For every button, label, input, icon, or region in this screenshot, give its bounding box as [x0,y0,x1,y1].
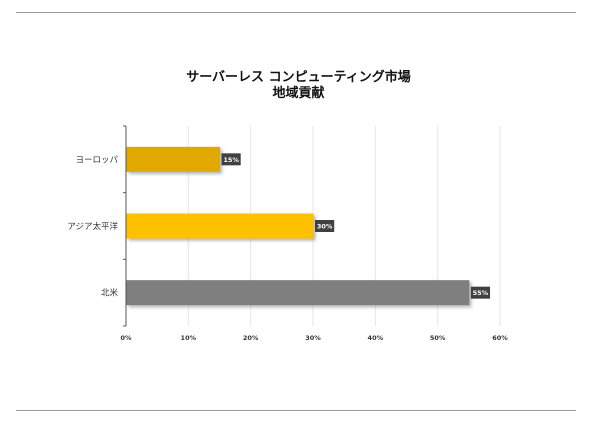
bar [126,146,220,172]
data-label: 15% [223,156,239,164]
x-tick-label: 60% [492,334,508,342]
data-label-box [470,286,491,299]
chart-title: サーバーレス コンピューティング市場 [186,70,411,85]
bar [126,213,314,239]
top-divider [16,12,576,13]
data-label-box [315,220,335,232]
x-tick-label: 0% [120,334,132,342]
bar [126,280,470,306]
x-tick-label: 30% [305,334,321,342]
x-tick-label: 20% [243,334,259,342]
x-tick-label: 50% [430,334,446,342]
category-label: 北米 [101,288,119,299]
category-label: ヨーロッパ [75,155,118,165]
data-label-box [221,153,241,166]
bottom-divider [16,410,576,411]
data-label: 55% [473,289,489,297]
x-tick-label: 40% [368,334,384,342]
chart-subtitle: 地域貢献 [272,86,325,101]
category-label: アジア太平洋 [67,221,118,232]
data-label: 30% [317,223,333,231]
x-tick-label: 10% [181,334,197,342]
